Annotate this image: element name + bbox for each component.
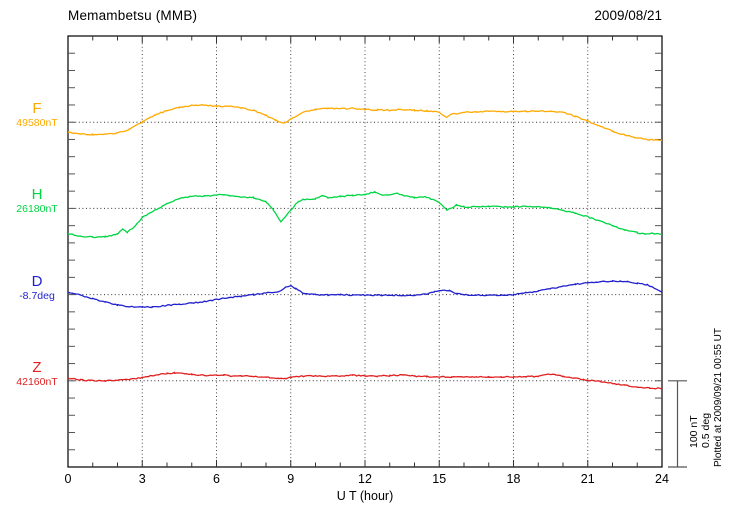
x-tick-label: 15: [432, 472, 446, 486]
series-letter-h: H: [31, 186, 43, 204]
curve-F: [67, 104, 663, 142]
x-tick-label: 12: [358, 472, 372, 486]
curve-D: [67, 279, 663, 309]
series-label-d: D -8.7deg: [6, 272, 68, 303]
plot-footnote: Plotted at 2009/09/21 00:55 UT: [713, 328, 724, 467]
curve-Z: [67, 371, 663, 390]
x-tick-label: 21: [581, 472, 595, 486]
series-ref-h: 26180nT: [16, 203, 58, 216]
plot-frame: [67, 35, 663, 468]
x-tick-label: 24: [655, 472, 669, 486]
series-ref-f: 49580nT: [16, 117, 58, 130]
series-ref-z: 42160nT: [16, 375, 58, 388]
x-tick-label: 3: [139, 472, 146, 486]
x-axis-label: U T (hour): [336, 489, 394, 503]
plot-date: 2009/08/21: [594, 8, 662, 23]
scale-bar-nt-label: 100 nT: [688, 415, 700, 448]
x-tick-label: 6: [213, 472, 220, 486]
scale-bar-deg-label: 0.5 deg: [700, 412, 712, 448]
series-label-z: Z 42160nT: [6, 358, 68, 389]
x-tick-label: 18: [507, 472, 521, 486]
series-letter-z: Z: [32, 358, 42, 376]
x-tick-label: 0: [65, 472, 72, 486]
x-tick-label: 9: [287, 472, 294, 486]
series-letter-d: D: [31, 272, 43, 290]
series-letter-f: F: [32, 100, 42, 118]
series-ref-d: -8.7deg: [19, 289, 55, 302]
curve-H: [67, 190, 663, 239]
series-label-f: F 49580nT: [6, 101, 68, 130]
scale-bar-label: 100 nT 0.5 deg: [688, 400, 712, 448]
series-label-h: H 26180nT: [6, 187, 68, 216]
page-title: Memambetsu (MMB): [68, 8, 198, 23]
